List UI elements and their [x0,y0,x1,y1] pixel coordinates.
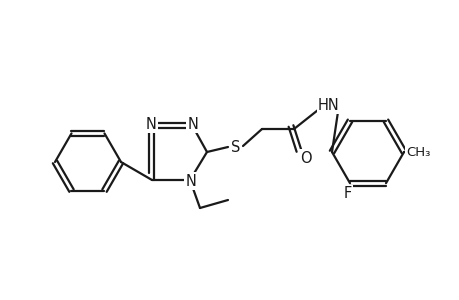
Text: CH₃: CH₃ [405,146,429,158]
Text: HN: HN [318,98,339,112]
Text: N: N [145,116,156,131]
Text: N: N [187,116,198,131]
Text: O: O [300,151,311,166]
Text: S: S [231,140,240,154]
Text: F: F [343,186,351,201]
Text: N: N [185,173,196,188]
